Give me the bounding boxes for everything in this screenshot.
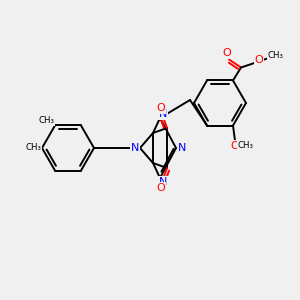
Text: CH₃: CH₃ (268, 51, 284, 60)
Text: N: N (178, 143, 186, 153)
Text: O: O (255, 56, 263, 65)
Text: O: O (157, 103, 165, 113)
Text: N: N (159, 177, 167, 187)
Text: CH₃: CH₃ (38, 116, 54, 125)
Text: CH₃: CH₃ (238, 141, 254, 150)
Text: O: O (231, 140, 239, 151)
Text: O: O (157, 183, 165, 193)
Text: N: N (159, 109, 167, 119)
Text: N: N (131, 143, 139, 153)
Text: O: O (223, 49, 231, 58)
Text: CH₃: CH₃ (25, 142, 41, 152)
